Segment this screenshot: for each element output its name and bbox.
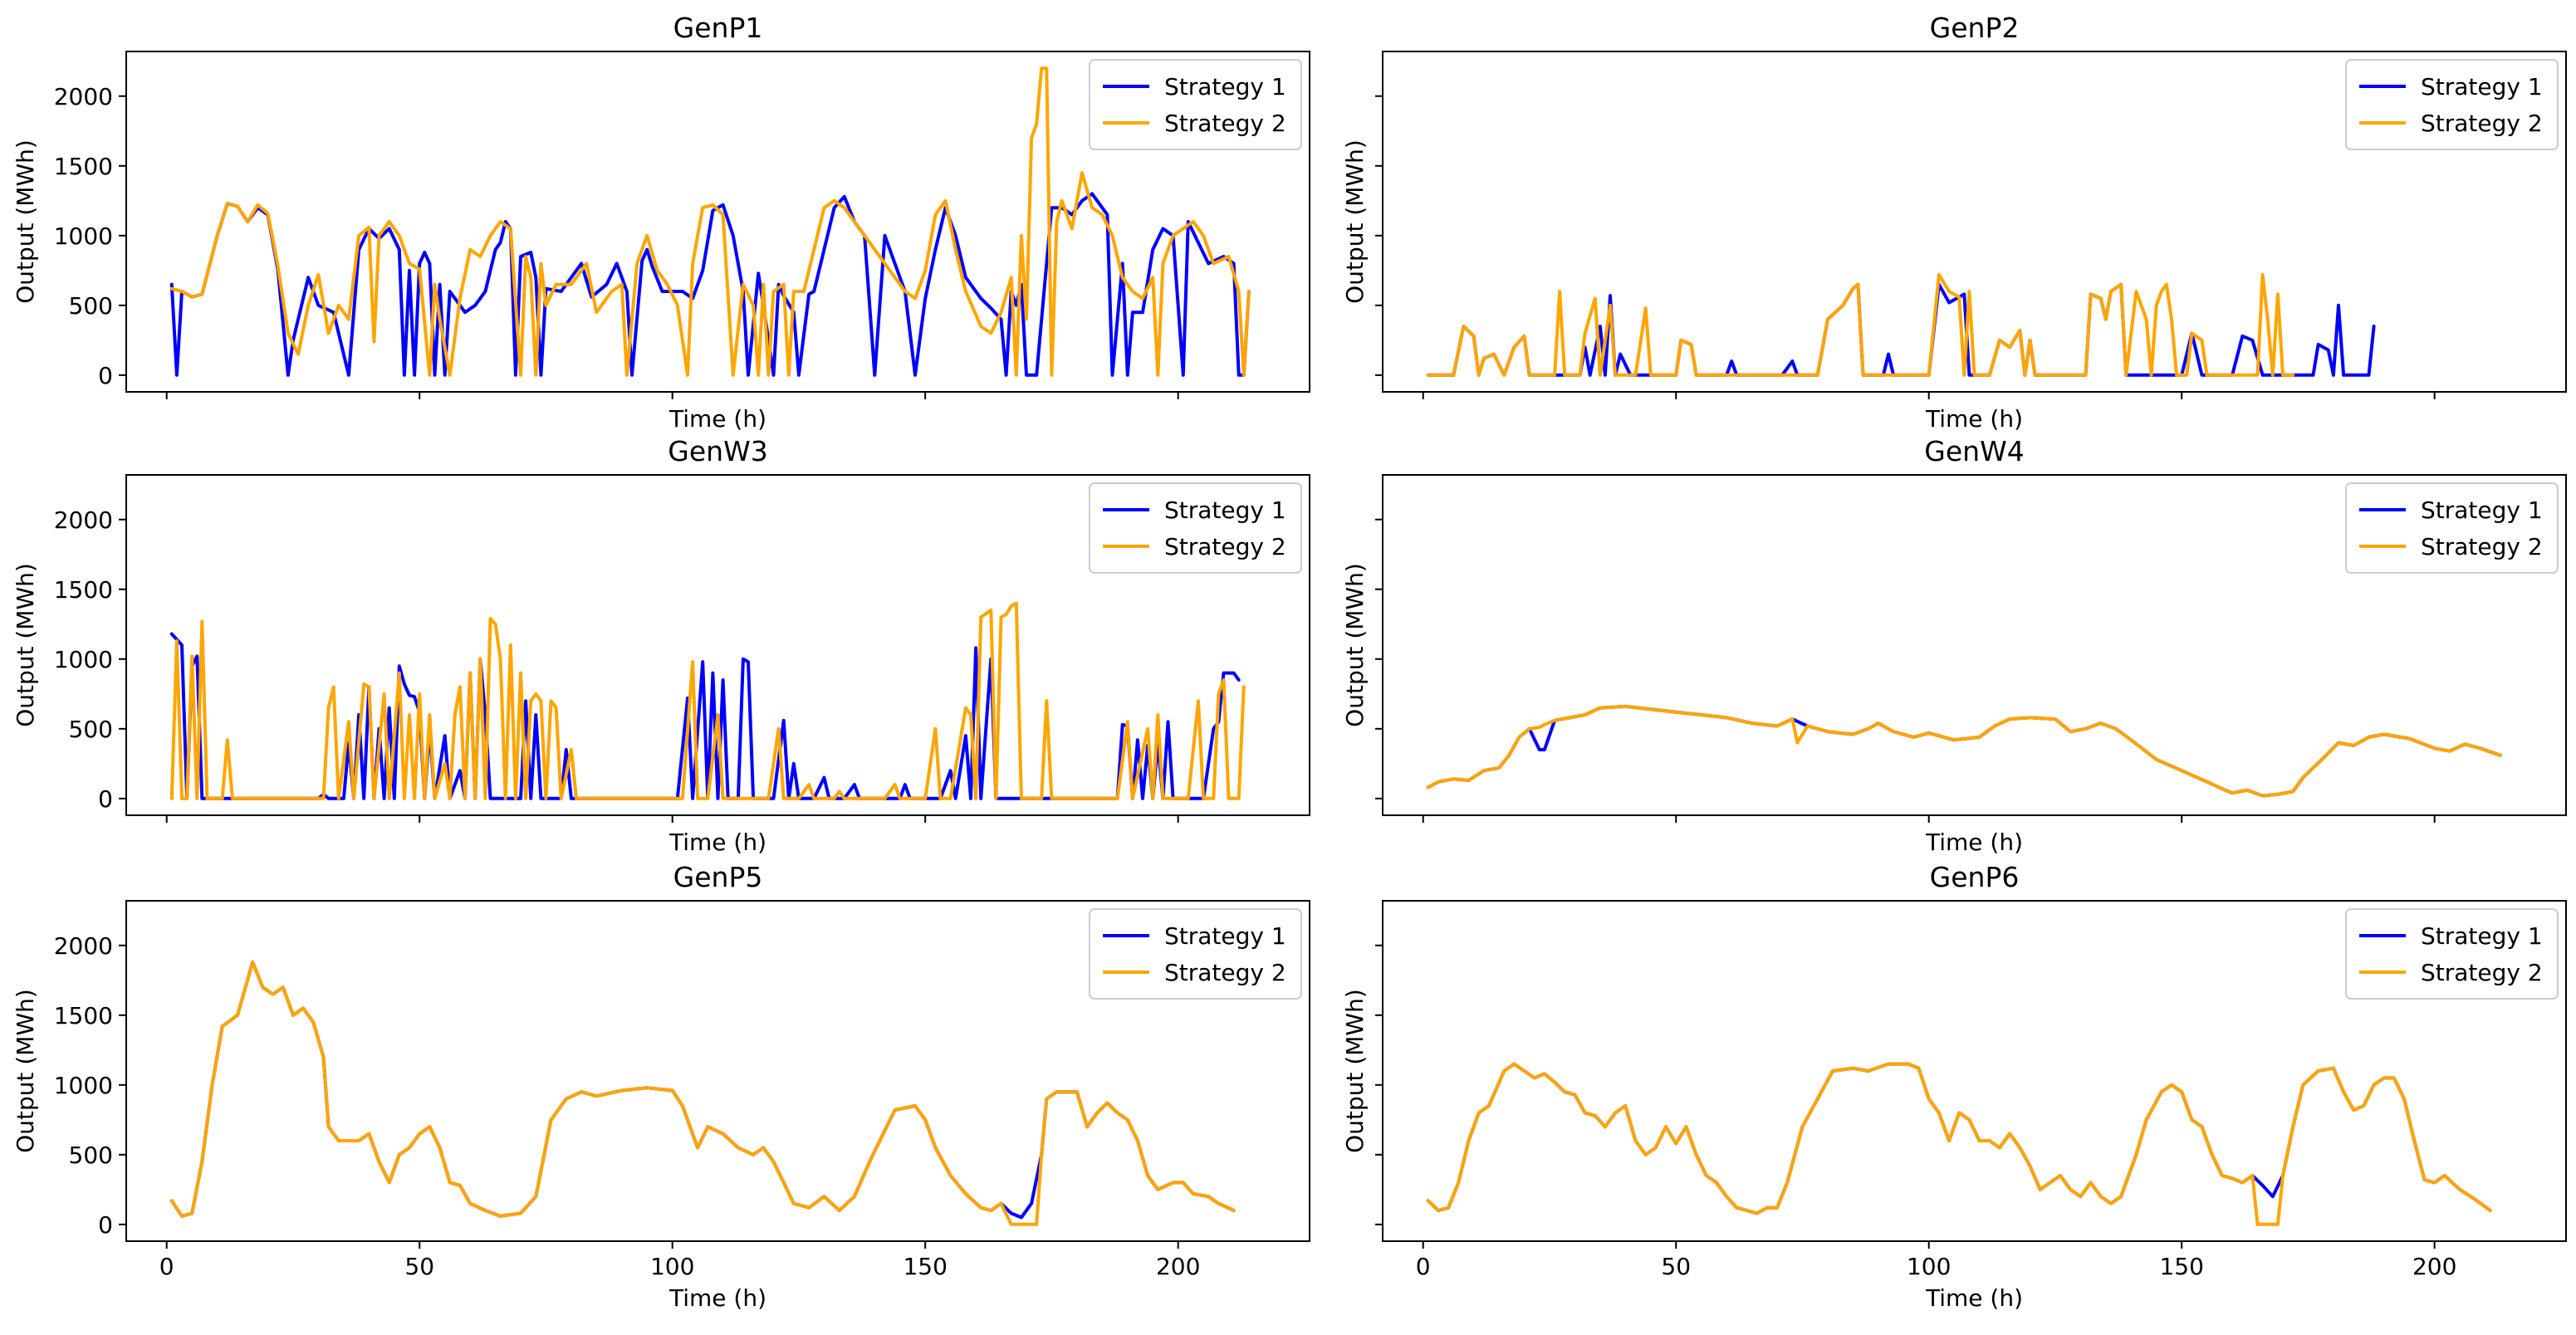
legend-box: [1089, 59, 1302, 150]
series-group: [169, 601, 1246, 800]
plot-frame: [125, 51, 1310, 393]
x-axis-label: Time (h): [1925, 405, 2023, 433]
series-line-strategy-2: [169, 66, 1251, 377]
x-tick-label: 50: [1661, 1253, 1691, 1280]
x-axis-label: Time (h): [668, 829, 766, 856]
subplot-title: GenP5: [673, 861, 763, 893]
y-axis-label: Output (MWh): [1341, 139, 1369, 304]
legend-label: Strategy 2: [1164, 959, 1286, 986]
legend: Strategy 1 Strategy 2: [1089, 482, 1302, 574]
subplot-genp5: GenP5 0 500 1000 1500 2000 0 50 100 150 200 Time (h…: [12, 861, 1310, 1312]
series-line-strategy-2: [1426, 1062, 2492, 1226]
x-tick-label: 50: [404, 1253, 434, 1280]
subplot-genp6: GenP6 0 50 100 150 200 Time (h) Output (MWh) Str…: [1341, 861, 2567, 1312]
subplot-title: GenP1: [673, 12, 763, 44]
series-group: [1426, 272, 2376, 377]
x-tick-label: 200: [1156, 1253, 1200, 1280]
series-line-strategy-2: [169, 601, 1246, 800]
y-axis-label: Output (MWh): [1341, 989, 1369, 1153]
x-tick-label: 100: [650, 1253, 694, 1280]
x-axis-label: Time (h): [1925, 1284, 2023, 1312]
subplot-genw3: GenW3 0 500 1000 1500 2000 Time (h) Output (MWh…: [12, 435, 1310, 856]
y-axis-label: Output (MWh): [12, 139, 39, 304]
y-tick-label: 0: [98, 785, 113, 813]
series-group: [169, 960, 1236, 1226]
y-tick-label: 1000: [54, 646, 113, 673]
legend: Strategy 1 Strategy 2: [1089, 908, 1302, 1000]
x-tick-label: 100: [1907, 1253, 1951, 1280]
legend: Strategy 1 Strategy 2: [2345, 908, 2559, 1000]
legend-box: [1089, 908, 1302, 1000]
series-line-strategy-1: [1426, 282, 2376, 377]
x-tick-label: 0: [1416, 1253, 1431, 1280]
y-tick-label: 1500: [54, 153, 113, 180]
legend: Strategy 1 Strategy 2: [1089, 59, 1302, 150]
subplot-title: GenP6: [1930, 861, 2020, 893]
x-tick-label: 150: [903, 1253, 947, 1280]
y-tick-label: 0: [98, 362, 113, 389]
plot-frame: [125, 900, 1310, 1242]
series-line-strategy-2: [169, 960, 1236, 1226]
y-tick-label: 1500: [54, 576, 113, 604]
x-axis-label: Time (h): [668, 405, 766, 433]
plot-frame: [1382, 51, 2567, 393]
legend-label: Strategy 1: [1164, 496, 1286, 524]
series-line-strategy-1: [169, 960, 1236, 1220]
legend-label: Strategy 1: [2421, 73, 2543, 100]
y-tick-label: 1500: [54, 1002, 113, 1029]
plot-frame: [125, 474, 1310, 816]
legend-label: Strategy 1: [1164, 922, 1286, 950]
y-tick-label: 1000: [54, 222, 113, 250]
subplot-title: GenW4: [1924, 435, 2024, 467]
x-tick-label: 200: [2412, 1253, 2456, 1280]
y-tick-label: 2000: [54, 506, 113, 534]
legend-label: Strategy 1: [2421, 922, 2543, 950]
legend: Strategy 1 Strategy 2: [2345, 482, 2559, 574]
legend-label: Strategy 2: [2421, 533, 2543, 560]
legend-label: Strategy 2: [2421, 959, 2543, 986]
series-group: [1426, 704, 2502, 798]
y-tick-label: 500: [69, 1142, 113, 1169]
series-line-strategy-1: [1426, 1062, 2492, 1215]
legend: Strategy 1 Strategy 2: [2345, 59, 2559, 150]
plot-frame: [1382, 474, 2567, 816]
series-group: [1426, 1062, 2492, 1226]
y-tick-label: 1000: [54, 1072, 113, 1099]
legend-label: Strategy 2: [2421, 110, 2543, 137]
series-group: [169, 66, 1251, 377]
legend-box: [2345, 908, 2559, 1000]
subplot-title: GenW3: [668, 435, 767, 467]
series-line-strategy-1: [1426, 704, 2502, 798]
subplot-genp1: GenP1 0 500 1000 1500 2000 Time (h) Output (MWh…: [12, 12, 1310, 433]
legend-label: Strategy 1: [2421, 496, 2543, 524]
legend-box: [2345, 59, 2559, 150]
y-tick-label: 2000: [54, 83, 113, 110]
y-axis-label: Output (MWh): [1341, 563, 1369, 727]
y-axis-label: Output (MWh): [12, 563, 39, 727]
y-tick-label: 2000: [54, 932, 113, 960]
y-tick-label: 500: [69, 292, 113, 320]
series-line-strategy-2: [1426, 704, 2502, 798]
x-tick-label: 150: [2159, 1253, 2203, 1280]
legend-label: Strategy 1: [1164, 73, 1286, 100]
series-line-strategy-1: [169, 192, 1251, 377]
series-line-strategy-1: [169, 632, 1241, 800]
y-tick-label: 500: [69, 716, 113, 743]
legend-label: Strategy 2: [1164, 533, 1286, 560]
subplot-title: GenP2: [1930, 12, 2020, 44]
plot-frame: [1382, 900, 2567, 1242]
x-axis-label: Time (h): [668, 1284, 766, 1312]
x-tick-label: 0: [159, 1253, 174, 1280]
legend-box: [1089, 482, 1302, 574]
legend-box: [2345, 482, 2559, 574]
x-axis-label: Time (h): [1925, 829, 2023, 856]
y-axis-label: Output (MWh): [12, 989, 39, 1153]
y-tick-label: 0: [98, 1211, 113, 1239]
series-line-strategy-2: [1426, 272, 2295, 377]
legend-label: Strategy 2: [1164, 110, 1286, 137]
